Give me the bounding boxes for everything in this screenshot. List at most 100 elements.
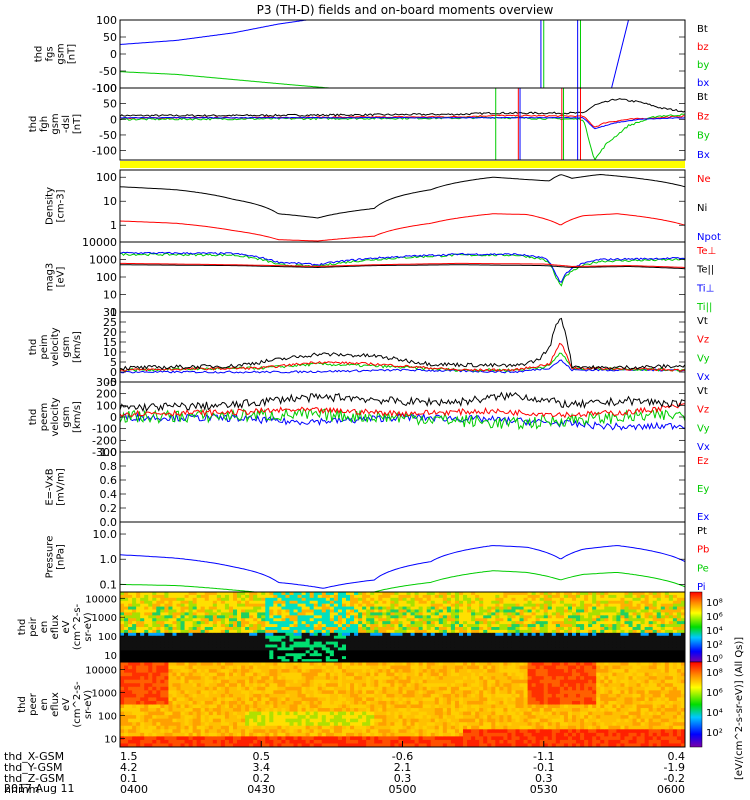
panel-density: Density[cm-3] 100 10 1 Ne Ni Npot [45, 169, 721, 243]
panel-peem-tick-6: -300 [92, 446, 117, 459]
legend-efield-0: Ez [697, 456, 709, 467]
colorbar-ion-gradient [689, 591, 703, 663]
colorbar-ion-label-4: 10⁰ [706, 654, 723, 665]
panel-fgs-tick-0: 100 [96, 14, 117, 27]
x-axis-value-1-1: 3.4 [253, 761, 271, 774]
x-axis-row-label-2: thd_Z-GSM [4, 772, 64, 785]
x-axis-row-label-1: thd_Y-GSM [4, 761, 63, 774]
panel-peer-ylabel: thdpeerenefluxeV(cm^2-s-sr-eV) [17, 681, 94, 728]
colorbar-electron-label-3: 10² [706, 728, 723, 739]
panel-pressure: Pressure[nPa] 10.0 1.0 0.1 Pt Pb Pe Pi [45, 521, 709, 593]
colorbar-electron-label-0: 10⁸ [706, 668, 723, 679]
series-peim-Vx [120, 359, 685, 374]
legend-pressure-2: Pe [697, 563, 709, 574]
panel-peem: thdpeemvelocitygsm[km/s] 3002001000-100-2… [28, 376, 710, 459]
panel-peem-ylabel: thdpeemvelocitygsm[km/s] [28, 397, 83, 436]
x-axis-value-3-0: 0400 [120, 783, 148, 796]
panel-temperature: mag3[eV] 10000 1000 100 10 1 Te⊥ Te|| Ti⊥ Ti|| [45, 236, 717, 319]
panel-peir-tick-2: 100 [98, 632, 117, 643]
legend-efield-1: Ey [697, 484, 709, 495]
panel-pressure-tick-0: 10.0 [93, 528, 118, 541]
panel-temperature-tick-0: 10000 [82, 236, 117, 249]
colorbar-title: [eV/(cm^2-s-sr-eV)] (All Qs)] [734, 637, 745, 780]
colorbar-electron-label-2: 10⁴ [706, 708, 723, 719]
panel-pressure-ylabel: Pressure[nPa] [45, 536, 67, 579]
panel-fgh-tick-2: 0 [110, 113, 117, 126]
panel-peem-tick-2: 100 [96, 399, 117, 412]
colorbar-ion-label-1: 10⁶ [706, 612, 723, 623]
x-axis-value-0-1: 0.5 [253, 750, 271, 763]
x-axis-value-2-4: -0.2 [664, 772, 685, 785]
panel-efield-tick-4: 0.2 [100, 502, 118, 515]
legend-pressure-1: Pb [697, 545, 709, 556]
x-axis-value-3-4: 0600 [657, 783, 685, 796]
series-fgh-By [120, 113, 685, 160]
panel-peem-tick-1: 200 [96, 388, 117, 401]
panel-peem-tick-4: -100 [92, 423, 117, 436]
series-pressure-Pe [120, 570, 685, 592]
panel-efield-ylabel: E=-VxB[mV/m] [45, 468, 67, 506]
panel-peer-tick-2: 100 [98, 712, 117, 723]
panel-efield-tick-2: 0.6 [100, 474, 118, 487]
panel-peer-tick-3: 10 [104, 735, 117, 746]
x-axis-value-3-1: 0430 [247, 783, 275, 796]
legend-fgh-3: Bx [697, 150, 710, 161]
legend-temperature-3: Ti|| [696, 302, 712, 313]
panel-peim-tick-4: 10 [103, 346, 117, 359]
x-axis-value-3-2: 0500 [389, 783, 417, 796]
panel-peim-tick-6: 0 [110, 366, 117, 379]
series-peem-Vt [120, 391, 685, 413]
legend-peim-0: Vt [697, 316, 708, 327]
legend-fgs-2: by [697, 60, 709, 71]
panel-peem-tick-0: 300 [96, 376, 117, 389]
panel-fgh-ylabel: thdfghgsm-dsl[nT] [28, 113, 83, 134]
legend-peem-1: Vz [697, 405, 709, 416]
panel-fgs: thdfgsgsm[nT] 100 50 0 -50 -100 Bt bz by bx [34, 14, 710, 95]
panel-fgh-tick-1: 50 [103, 98, 117, 111]
legend-peem-0: Vt [697, 386, 708, 397]
series-peem-Vy [120, 407, 685, 431]
legend-peem-3: Vx [697, 442, 710, 453]
legend-fgs-3: bx [697, 78, 709, 89]
panel-peir-ylabel: thdpeirenefluxeV(cm^2-s-sr-eV) [17, 603, 94, 650]
legend-fgh-2: By [697, 131, 710, 142]
series-fgh-Bx [120, 116, 685, 130]
x-axis-value-1-4: -1.9 [664, 761, 685, 774]
legend-fgs-0: Bt [697, 24, 708, 35]
panel-density-ylabel: Density[cm-3] [45, 187, 67, 225]
panel-peim-tick-1: 25 [103, 316, 117, 329]
series-fgs-bx-late [611, 20, 629, 88]
panel-peem-tick-3: 0 [110, 411, 117, 424]
series-temperature-Ti|| [120, 252, 685, 287]
panel-peir-tick-0: 10000 [85, 594, 117, 605]
colorbar-labels: 10⁸ 10⁶ 10⁴ 10² 10⁰ 10⁸ 10⁶ 10⁴ 10² [706, 598, 723, 739]
panel-peim-tick-7: -5 [106, 376, 117, 389]
panel-peer-tick-0: 10000 [85, 666, 117, 677]
panel-peem-tick-5: -200 [92, 434, 117, 447]
panel-peer: thdpeerenefluxeV(cm^2-s-sr-eV) 10000 1000 1… [17, 661, 686, 748]
panel-temperature-tick-3: 10 [103, 289, 117, 302]
colorbar-ion-label-2: 10⁴ [706, 626, 723, 637]
series-density-Ne [120, 213, 685, 242]
panel-density-tick-0: 100 [96, 171, 117, 184]
legend-pressure-0: Pt [697, 526, 707, 537]
legend-fgs-1: bz [697, 42, 709, 53]
series-fgh-Bz [120, 114, 685, 128]
panel-efield: E=-VxB[mV/m] 1.00.80.60.40.20.0 Ez Ey Ex [45, 446, 710, 529]
panel-density-tick-1: 10 [103, 195, 117, 208]
legend-fgh-0: Bt [697, 92, 708, 103]
x-axis-row-label-0: thd_X-GSM [4, 750, 64, 763]
panel-peim-tick-2: 20 [103, 326, 117, 339]
series-pressure-Pi [120, 545, 685, 589]
panel-peir-tick-3: 10 [104, 651, 117, 662]
x-axis-value-2-3: 0.3 [535, 772, 553, 785]
x-axis-value-1-2: 2.1 [394, 761, 412, 774]
panel-fgh: thdfghgsm-dsl[nT] 100 50 0 -50 -100 Bt Bz By Bx [28, 82, 710, 161]
x-axis-value-1-0: 4.2 [120, 761, 138, 774]
panel-fgs-ylabel: thdfgsgsm[nT] [34, 43, 78, 64]
panel-efield-tick-3: 0.4 [100, 488, 118, 501]
panel-temperature-tick-4: 1 [110, 306, 117, 319]
colorbar-ion-label-0: 10⁸ [706, 598, 723, 609]
